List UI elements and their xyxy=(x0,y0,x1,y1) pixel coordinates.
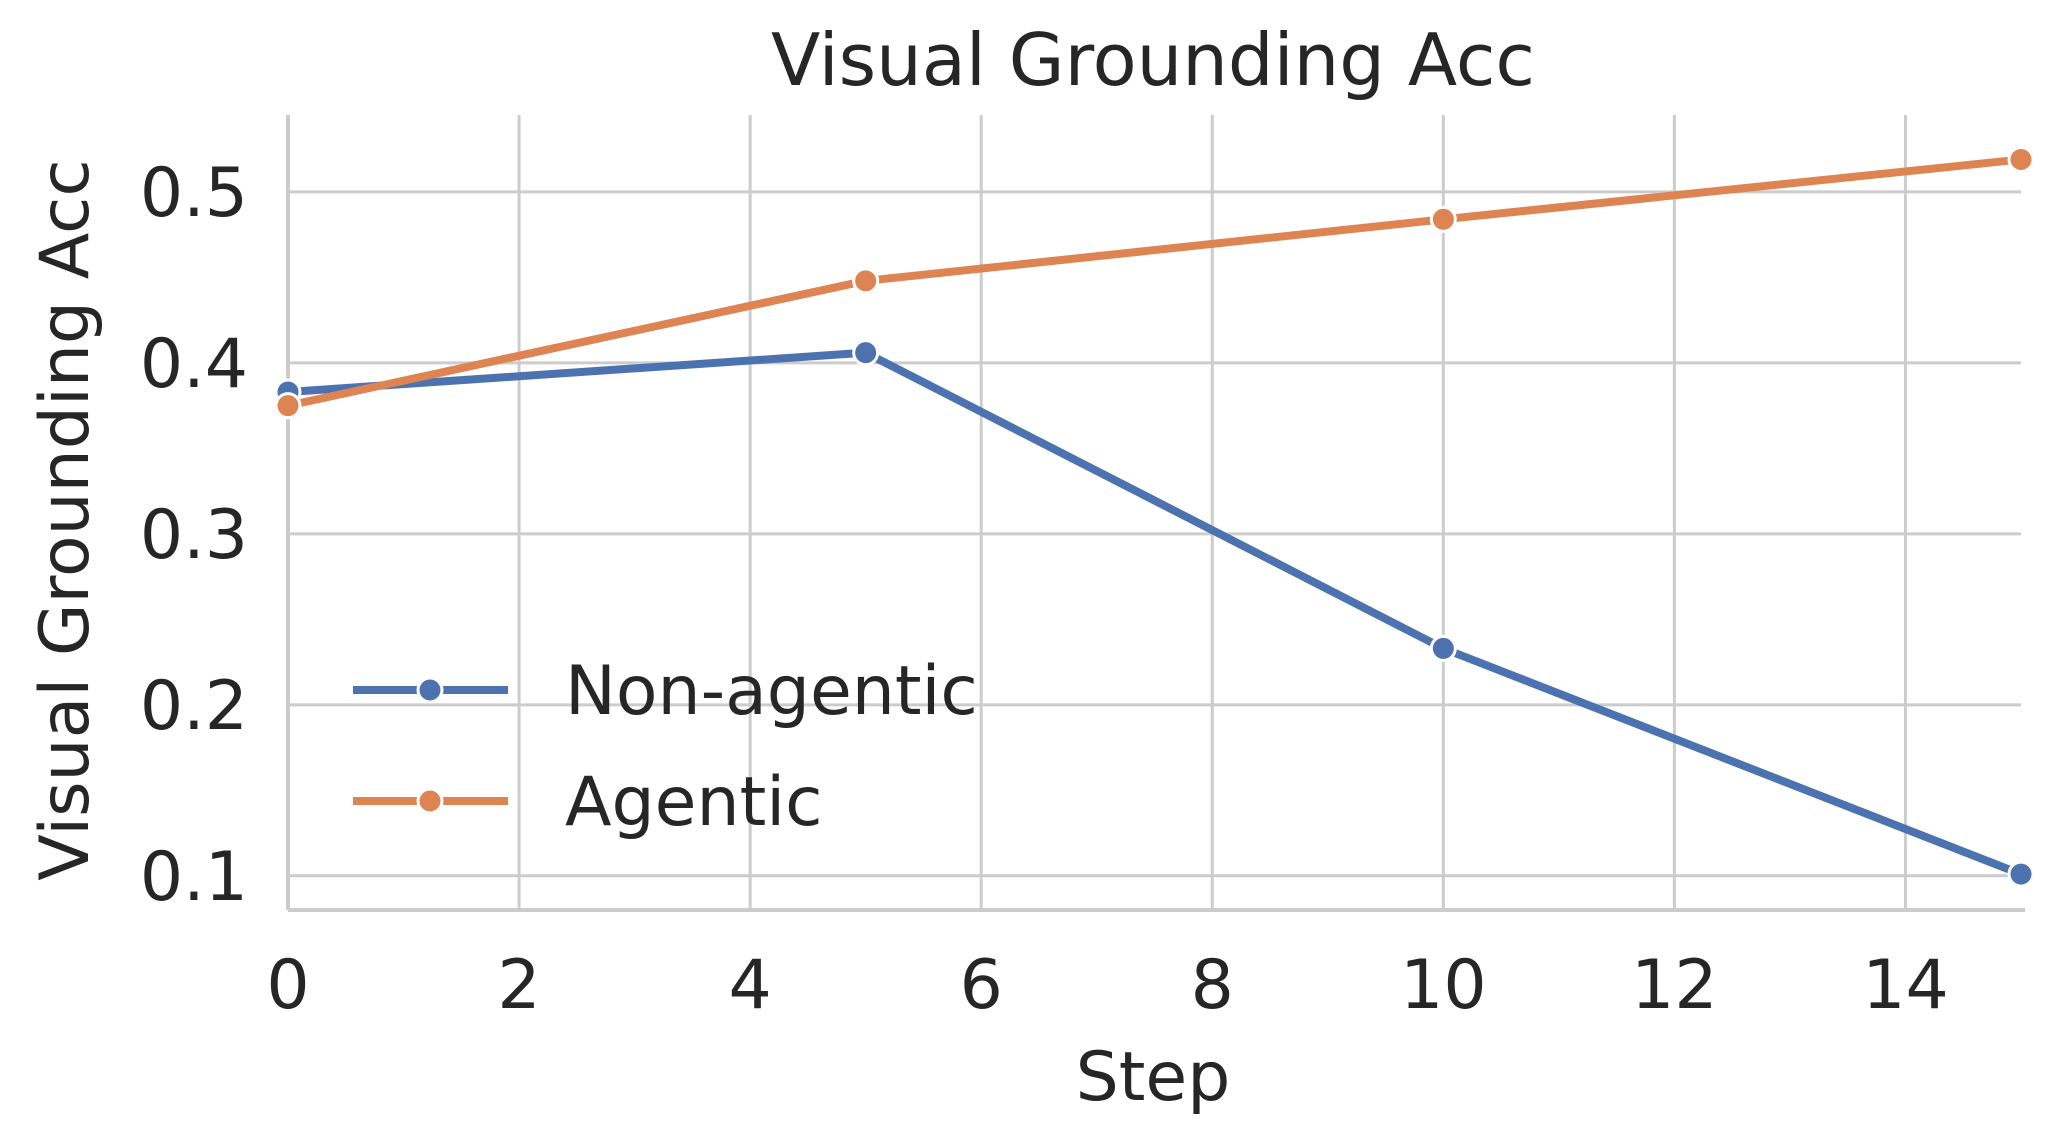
legend-marker-icon xyxy=(416,676,444,704)
x-tick-label: 14 xyxy=(1862,946,1949,1025)
y-tick-label: 0.2 xyxy=(140,667,248,746)
chart-title: Visual Grounding Acc xyxy=(771,18,1535,102)
data-point-marker xyxy=(1429,634,1457,662)
x-tick-label: 10 xyxy=(1400,946,1487,1025)
series-non-agentic xyxy=(274,339,2035,888)
x-tick-label: 4 xyxy=(729,946,772,1025)
data-point-marker xyxy=(852,267,880,295)
legend-label: Agentic xyxy=(565,763,823,842)
data-series xyxy=(274,145,2035,888)
data-point-marker xyxy=(852,339,880,367)
y-tick-label: 0.4 xyxy=(140,325,248,404)
series-agentic xyxy=(274,145,2035,420)
data-point-marker xyxy=(2007,860,2035,888)
y-axis-label: Visual Grounding Acc xyxy=(26,159,105,881)
tick-labels: 0 2 4 6 8 10 12 14 0.1 0.2 0.3 0.4 0.5 xyxy=(140,154,1949,1025)
legend: Non-agentic Agentic xyxy=(353,652,978,842)
data-point-marker xyxy=(2007,145,2035,173)
series-line xyxy=(287,348,2023,878)
legend-marker-icon xyxy=(416,787,444,815)
x-tick-label: 2 xyxy=(497,946,540,1025)
legend-item-non-agentic: Non-agentic xyxy=(353,652,978,731)
grid-lines xyxy=(286,115,2021,910)
y-tick-label: 0.5 xyxy=(140,154,248,233)
x-tick-label: 12 xyxy=(1631,946,1718,1025)
x-tick-label: 0 xyxy=(266,946,309,1025)
data-point-marker xyxy=(1429,205,1457,233)
data-point-marker xyxy=(274,392,302,420)
series-line xyxy=(287,155,2022,410)
x-axis-label: Step xyxy=(1076,1038,1231,1117)
x-tick-label: 8 xyxy=(1191,946,1234,1025)
legend-label: Non-agentic xyxy=(565,652,978,731)
legend-item-agentic: Agentic xyxy=(353,763,823,842)
y-tick-label: 0.3 xyxy=(140,496,248,575)
x-tick-label: 6 xyxy=(960,946,1003,1025)
axes xyxy=(286,115,2025,912)
y-tick-label: 0.1 xyxy=(140,838,248,917)
